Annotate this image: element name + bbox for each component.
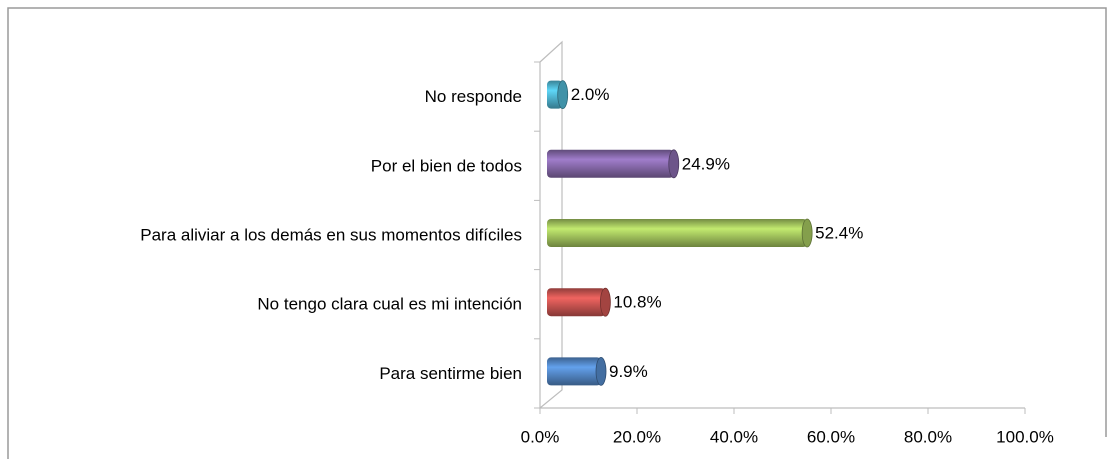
value-label: 10.8% — [613, 293, 661, 312]
bar-cap — [595, 356, 607, 386]
x-tick-label: 80.0% — [904, 427, 952, 446]
value-label: 52.4% — [815, 223, 863, 242]
x-tick-label: 100.0% — [996, 427, 1054, 446]
bar-cap — [557, 80, 569, 109]
bar — [547, 288, 606, 317]
bar — [547, 149, 674, 178]
chart-frame — [7, 7, 1107, 459]
y-tick-label: No responde — [425, 87, 522, 106]
y-tick-label: No tengo clara cual es mi intención — [257, 295, 522, 314]
axis-wall — [539, 40, 563, 410]
bar-cap — [668, 149, 680, 179]
bar-cap — [599, 287, 611, 317]
value-label: 2.0% — [571, 85, 610, 104]
bar — [547, 219, 808, 247]
x-tick-label: 20.0% — [613, 427, 661, 446]
bar — [547, 357, 602, 386]
value-label: 9.9% — [609, 362, 648, 381]
x-tick-label: 0.0% — [521, 427, 560, 446]
x-tick-label: 60.0% — [807, 427, 855, 446]
y-tick-label: Por el bien de todos — [371, 156, 522, 175]
value-label: 24.9% — [682, 154, 730, 173]
bar-cap — [801, 218, 813, 248]
y-tick-label: Para sentirme bien — [379, 364, 522, 383]
x-tick-label: 40.0% — [710, 427, 758, 446]
y-tick-label: Para aliviar a los demás en sus momentos… — [140, 225, 522, 244]
